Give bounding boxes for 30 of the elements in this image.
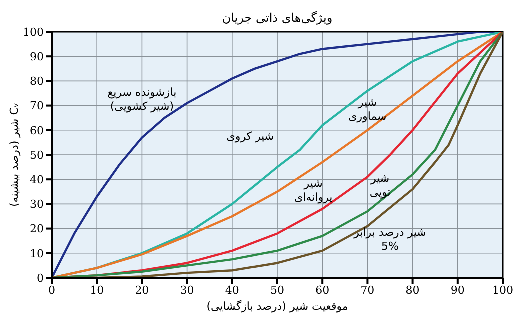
x-tick-label: 20 [135,284,150,297]
chart-title: ویژگی‌های ذاتی جریان [222,11,333,25]
x-tick-label: 0 [48,284,56,297]
y-tick-label: 50 [30,148,44,162]
y-tick-label: 40 [30,174,44,187]
y-tick-label: 100 [23,26,44,39]
y-tick-label: 0 [37,272,44,285]
x-tick-label: 30 [180,284,194,297]
x-tick-label: 70 [360,284,375,297]
x-tick-label: 40 [225,284,240,297]
x-tick-label: 50 [270,284,284,297]
series-label: شیر کروی [226,130,274,144]
y-tick-label: 60 [30,124,44,138]
x-axis-title: موقعیت شیر (درصد بازگشایی) [206,300,348,313]
y-axis-title: Cᵥ شیر (درصد بیشینه) [8,102,21,208]
series-label: بازشونده سریع (شیر کشویی) [108,86,177,113]
y-tick-label: 30 [30,198,44,212]
y-tick-label: 90 [30,50,44,64]
x-tick-label: 90 [450,284,465,297]
x-tick-label: 80 [406,284,420,297]
series-label: شیر توپی [370,172,391,200]
y-tick-label: 80 [30,75,44,88]
x-tick-label: 60 [316,284,330,297]
series-label: شیر سماوری [348,96,387,123]
x-tick-label: 10 [90,284,104,297]
x-tick-label: 100 [492,284,514,297]
y-tick-label: 20 [30,222,44,236]
series-label: شیر پروانه‌ای [294,176,333,204]
y-tick-label: 70 [30,100,44,113]
y-tick-label: 10 [30,247,44,260]
